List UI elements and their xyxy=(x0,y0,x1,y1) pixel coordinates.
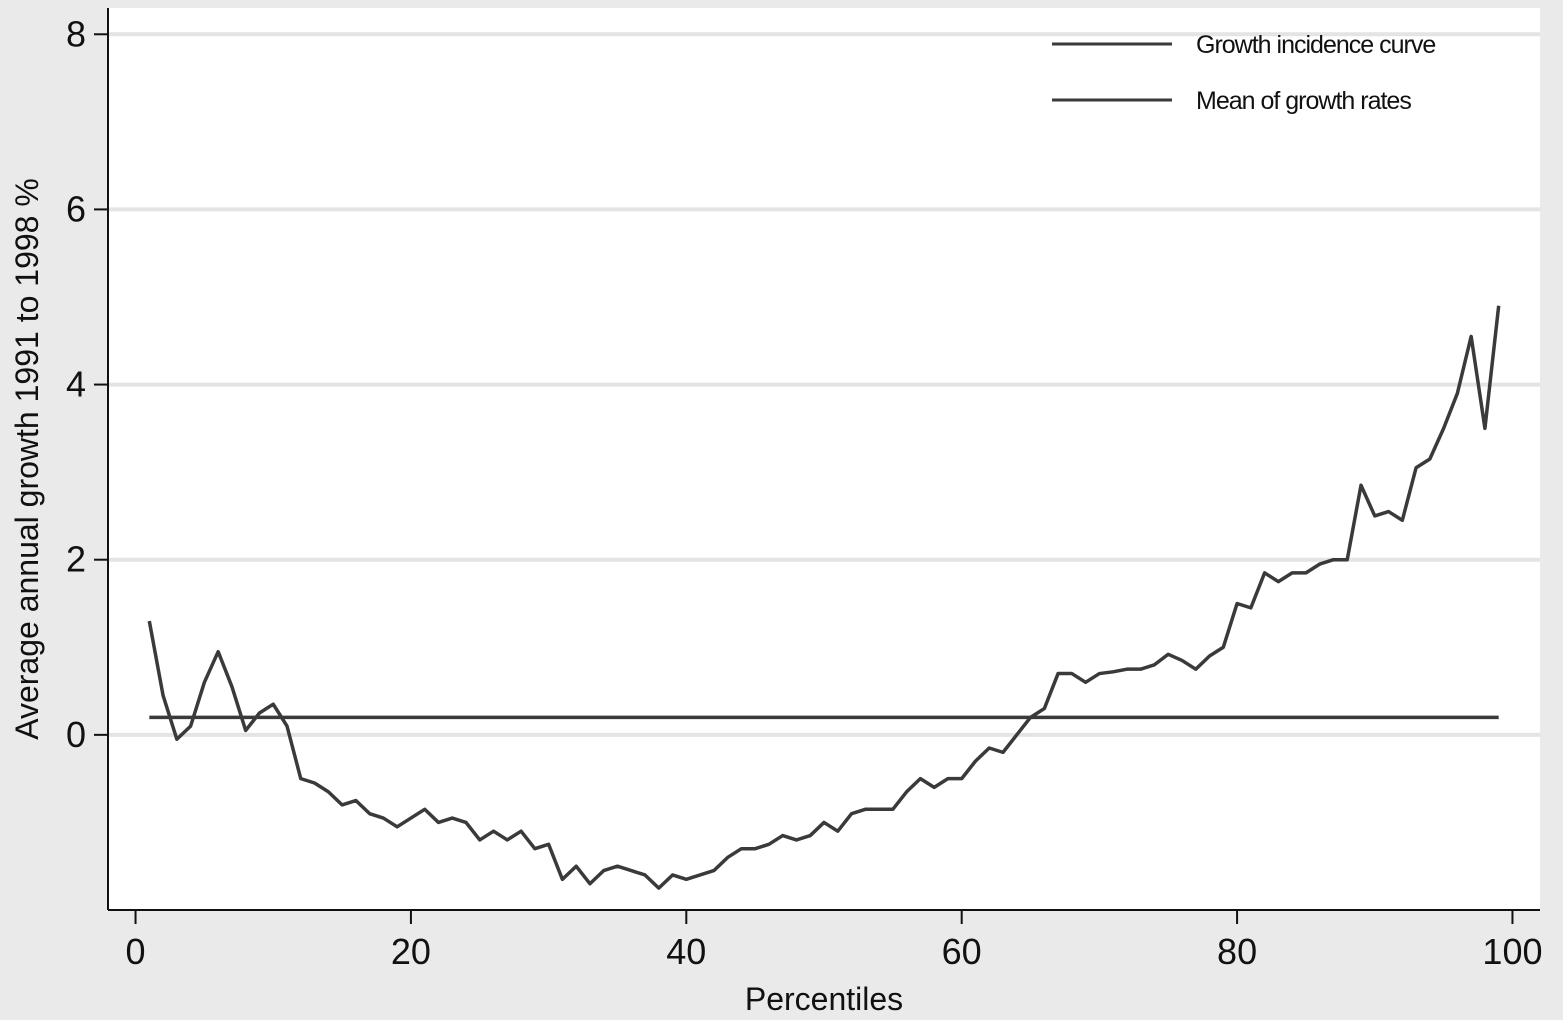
y-tick-label: 6 xyxy=(66,188,86,229)
y-tick-label: 0 xyxy=(66,714,86,755)
x-tick-label: 80 xyxy=(1217,931,1257,972)
plot-area xyxy=(108,8,1540,910)
y-tick-label: 2 xyxy=(66,539,86,580)
x-tick-label: 40 xyxy=(666,931,706,972)
data-line xyxy=(147,305,1501,890)
legend-label: Mean of growth rates xyxy=(1196,87,1411,115)
y-tick-label: 8 xyxy=(66,13,86,54)
x-tick-label: 20 xyxy=(391,931,431,972)
y-axis-title: Average annual growth 1991 to 1998 % xyxy=(9,178,45,740)
y-tick-label: 4 xyxy=(66,364,86,405)
x-tick-label: 0 xyxy=(126,931,146,972)
x-tick-label: 100 xyxy=(1482,931,1542,972)
x-tick-label: 60 xyxy=(942,931,982,972)
legend-label: Growth incidence curve xyxy=(1196,31,1435,59)
x-axis-title: Percentiles xyxy=(745,981,903,1017)
